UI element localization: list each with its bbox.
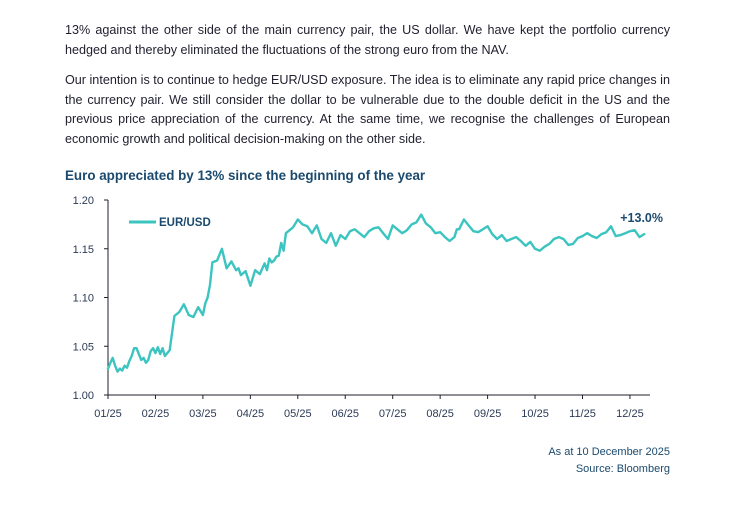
series-line-0 [106, 213, 646, 373]
as-at-date: As at 10 December 2025 [548, 446, 670, 458]
x-tick-label: 01/25 [94, 408, 122, 420]
source-note: Source: Bloomberg [575, 463, 670, 475]
x-tick-label: 09/25 [474, 408, 502, 420]
y-tick-label: 1.20 [73, 195, 94, 207]
y-tick-label: 1.00 [73, 390, 94, 402]
series-layer [106, 213, 646, 373]
y-tick-label: 1.15 [73, 244, 94, 256]
end-value-label: +13.0% [620, 211, 663, 225]
intro-paragraph-2: Our intention is to continue to hedge EU… [65, 73, 670, 146]
x-tick-label: 11/25 [569, 408, 596, 420]
x-tick-label: 06/25 [331, 408, 359, 420]
x-tick-label: 05/25 [284, 408, 312, 420]
x-tick-label: 02/25 [142, 408, 170, 420]
x-tick-label: 04/25 [237, 408, 265, 420]
x-tick-label: 07/25 [379, 408, 407, 420]
y-tick-label: 1.10 [73, 293, 94, 305]
x-tick-label: 08/25 [426, 408, 454, 420]
intro-paragraph-1: 13% against the other side of the main c… [65, 23, 670, 57]
legend-label: EUR/USD [159, 217, 211, 229]
chart-title: Euro appreciated by 13% since the beginn… [65, 168, 426, 183]
x-tick-label: 03/25 [189, 408, 217, 420]
x-tick-label: 12/25 [616, 408, 644, 420]
x-tick-label: 10/25 [521, 408, 549, 420]
axes [104, 199, 650, 399]
y-tick-label: 1.05 [73, 341, 94, 353]
